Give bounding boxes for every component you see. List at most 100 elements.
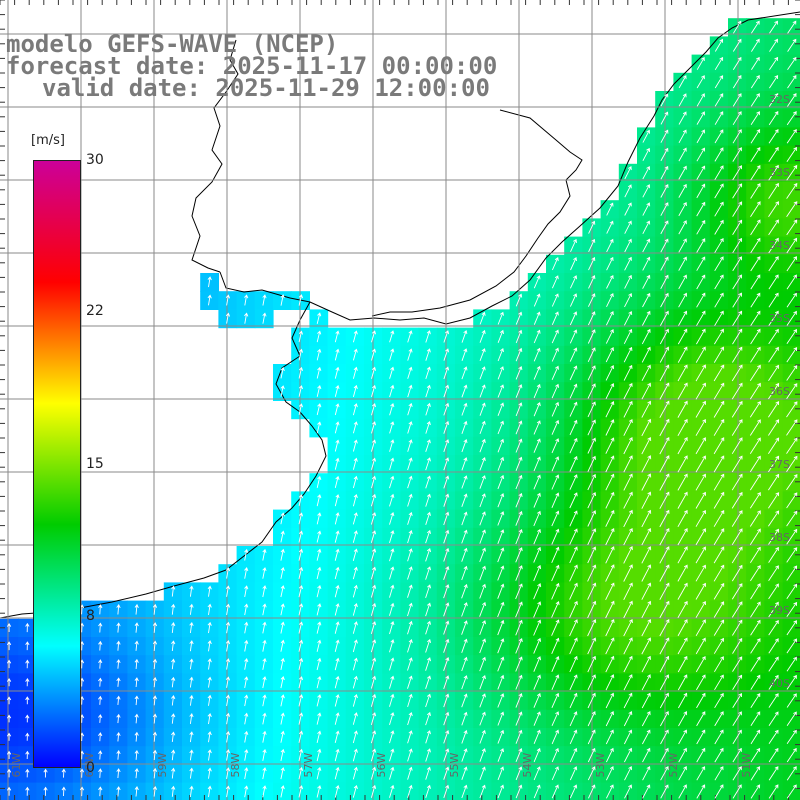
wind-arrow bbox=[443, 638, 450, 653]
wind-arrow bbox=[280, 530, 285, 543]
wind-arrow bbox=[25, 622, 30, 633]
wind-arrow bbox=[389, 784, 395, 798]
wind-arrow bbox=[497, 311, 504, 325]
wind-arrow bbox=[425, 566, 432, 580]
wind-arrow bbox=[768, 455, 780, 473]
wind-arrow bbox=[134, 786, 139, 797]
wind-arrow bbox=[696, 147, 706, 162]
wind-arrow bbox=[116, 622, 121, 633]
wind-vector-arrows bbox=[6, 20, 798, 799]
wind-arrow bbox=[569, 455, 578, 472]
wind-arrow bbox=[696, 328, 706, 345]
wind-arrow bbox=[786, 182, 798, 199]
wind-arrow bbox=[262, 730, 267, 743]
wind-arrow bbox=[116, 786, 121, 797]
wind-arrow bbox=[713, 546, 725, 564]
wind-arrow bbox=[298, 294, 304, 306]
wind-arrow bbox=[461, 420, 468, 434]
wind-arrow bbox=[262, 748, 267, 761]
wind-arrow bbox=[425, 711, 431, 726]
wind-arrow bbox=[425, 475, 431, 489]
wind-arrow bbox=[262, 785, 267, 798]
wind-arrow bbox=[569, 419, 578, 436]
wind-arrow bbox=[533, 474, 541, 490]
wind-arrow bbox=[189, 603, 194, 615]
wind-arrow bbox=[533, 492, 541, 508]
wind-arrow bbox=[623, 310, 633, 326]
wind-arrow bbox=[189, 713, 194, 724]
wind-arrow bbox=[606, 238, 614, 253]
wind-arrow bbox=[352, 566, 358, 580]
wind-arrow bbox=[732, 784, 742, 799]
wind-arrow bbox=[786, 419, 798, 436]
wind-arrow bbox=[443, 711, 450, 726]
wind-arrow bbox=[244, 749, 249, 761]
wind-arrow bbox=[605, 637, 615, 655]
wind-arrow bbox=[677, 655, 688, 673]
wind-arrow bbox=[641, 655, 651, 673]
wind-arrow bbox=[659, 418, 670, 437]
wind-arrow bbox=[425, 457, 431, 471]
wind-arrow bbox=[152, 785, 158, 797]
wind-arrow bbox=[461, 583, 468, 599]
wind-arrow bbox=[750, 674, 761, 690]
wind-arrow bbox=[569, 365, 578, 381]
wind-arrow bbox=[750, 74, 760, 89]
wind-arrow bbox=[461, 384, 468, 398]
wind-arrow bbox=[551, 419, 560, 435]
wind-arrow bbox=[370, 584, 377, 598]
wind-arrow bbox=[624, 202, 632, 216]
wind-arrow bbox=[244, 767, 249, 780]
wind-arrow bbox=[731, 583, 743, 600]
wind-arrow bbox=[98, 604, 103, 615]
wind-arrow bbox=[6, 696, 12, 705]
wind-arrow bbox=[696, 129, 705, 144]
wind-arrow bbox=[515, 366, 523, 380]
wind-arrow bbox=[298, 494, 304, 507]
wind-arrow bbox=[786, 129, 797, 144]
wind-arrow bbox=[623, 346, 633, 363]
wind-arrow bbox=[280, 603, 285, 616]
wind-arrow bbox=[134, 695, 139, 706]
wind-arrow bbox=[479, 729, 486, 744]
wind-arrow bbox=[533, 311, 541, 325]
colorbar-tick-8: 8 bbox=[86, 608, 95, 624]
wind-arrow bbox=[624, 256, 632, 271]
wind-arrow bbox=[587, 655, 597, 673]
wind-arrow bbox=[25, 659, 30, 669]
wind-arrow bbox=[189, 694, 194, 706]
wind-arrow bbox=[497, 329, 504, 343]
longitude-label: 56W bbox=[375, 752, 388, 777]
wind-arrow bbox=[677, 600, 688, 619]
wind-arrow bbox=[371, 330, 377, 343]
wind-arrow bbox=[497, 402, 505, 416]
wind-arrow bbox=[605, 618, 615, 637]
wind-arrow bbox=[787, 38, 797, 52]
wind-arrow bbox=[605, 711, 614, 727]
wind-arrow bbox=[352, 730, 358, 744]
wind-arrow bbox=[750, 346, 761, 363]
wind-arrow bbox=[479, 565, 487, 581]
wind-arrow bbox=[497, 766, 505, 781]
wind-arrow bbox=[732, 729, 742, 745]
wind-arrow bbox=[750, 182, 761, 199]
wind-arrow bbox=[225, 730, 231, 743]
wind-arrow bbox=[606, 256, 614, 271]
wind-arrow bbox=[605, 347, 614, 363]
wind-arrow bbox=[659, 637, 670, 655]
wind-arrow bbox=[425, 730, 431, 744]
wind-arrow bbox=[244, 585, 249, 597]
wind-arrow bbox=[659, 473, 670, 491]
wind-arrow bbox=[370, 730, 377, 744]
wind-arrow bbox=[134, 713, 139, 724]
wind-arrow bbox=[244, 676, 249, 688]
wind-arrow bbox=[515, 456, 523, 471]
wind-arrow bbox=[116, 731, 121, 742]
wind-arrow bbox=[642, 292, 651, 308]
wind-arrow bbox=[515, 656, 523, 672]
wind-arrow bbox=[497, 529, 505, 544]
wind-arrow bbox=[389, 366, 395, 379]
wind-arrow bbox=[171, 785, 176, 797]
